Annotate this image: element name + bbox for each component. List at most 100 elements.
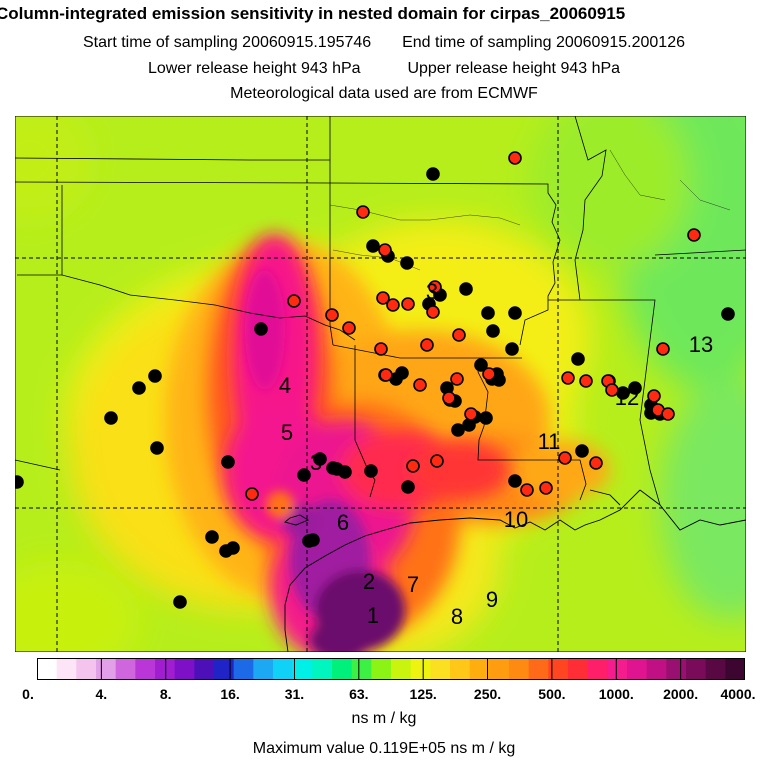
colorbar-swatch xyxy=(587,658,608,680)
red-site-marker xyxy=(386,298,400,312)
colorbar-swatch xyxy=(410,658,431,680)
colorbar-swatch xyxy=(646,658,667,680)
black-site-marker xyxy=(474,358,488,372)
upper-release-height: Upper release height 943 hPa xyxy=(407,60,621,77)
red-site-marker xyxy=(539,481,553,495)
trajectory-label: 9 xyxy=(486,587,498,612)
colorbar-swatch xyxy=(332,658,353,680)
red-site-marker xyxy=(379,368,393,382)
grid-lines xyxy=(15,116,746,652)
red-site-marker xyxy=(687,228,701,242)
colorbar-swatch xyxy=(627,658,648,680)
black-site-marker xyxy=(721,307,735,321)
field-core-band xyxy=(245,270,405,652)
colorbar-swatch xyxy=(96,658,117,680)
black-site-marker xyxy=(401,480,415,494)
colorbar-tick-label: 2000. xyxy=(663,686,699,702)
red-site-marker xyxy=(420,338,434,352)
black-site-marker xyxy=(104,411,118,425)
colorbar-swatch xyxy=(312,658,333,680)
black-site-marker xyxy=(575,444,589,458)
black-site-marker xyxy=(132,381,146,395)
colorbar-swatch xyxy=(155,658,176,680)
colorbar-tick-label: 16. xyxy=(220,686,240,702)
colorbar-swatch xyxy=(174,658,195,680)
start-time: Start time of sampling 20060915.195746 xyxy=(83,34,372,51)
trajectory-label: 6 xyxy=(337,510,349,535)
black-site-marker xyxy=(366,239,380,253)
red-site-marker xyxy=(428,280,442,294)
red-site-marker xyxy=(413,378,427,392)
black-site-marker xyxy=(173,595,187,609)
black-site-marker xyxy=(492,373,506,387)
black-site-marker xyxy=(486,324,500,338)
colorbar xyxy=(37,658,745,680)
red-site-marker xyxy=(342,321,356,335)
colorbar-swatch xyxy=(666,658,687,680)
colorbar-swatch xyxy=(214,658,235,680)
trajectory-label: 3 xyxy=(426,279,438,304)
black-site-marker xyxy=(297,468,311,482)
red-site-marker xyxy=(430,454,444,468)
colorbar-swatch xyxy=(56,658,77,680)
red-site-marker xyxy=(647,389,661,403)
black-site-marker xyxy=(508,306,522,320)
colorbar-swatch xyxy=(233,658,254,680)
red-site-marker xyxy=(450,372,464,386)
red-site-marker xyxy=(378,243,392,257)
colorbar-swatch xyxy=(76,658,97,680)
red-site-marker xyxy=(245,487,259,501)
colorbar-tick-label: 8. xyxy=(159,686,172,702)
colorbar-swatch xyxy=(37,658,58,680)
plot-title: Column-integrated emission sensitivity i… xyxy=(0,4,626,23)
colorbar-tick-label: 250. xyxy=(473,686,502,702)
red-site-marker xyxy=(656,342,670,356)
colorbar-swatch xyxy=(430,658,451,680)
black-site-marker xyxy=(481,306,495,320)
trajectory-label: 2 xyxy=(363,569,375,594)
colorbar-swatch xyxy=(607,658,628,680)
colorbar-swatch xyxy=(194,658,215,680)
colorbar-swatch xyxy=(135,658,156,680)
trajectory-label: 7 xyxy=(407,572,419,597)
colorbar-swatch xyxy=(115,658,136,680)
red-site-marker xyxy=(605,383,619,397)
colorbar-swatch xyxy=(509,658,530,680)
red-site-marker xyxy=(406,459,420,473)
colorbar-swatch xyxy=(391,658,412,680)
end-time: End time of sampling 20060915.200126 xyxy=(402,34,685,51)
colorbar-swatch xyxy=(351,658,372,680)
red-site-marker xyxy=(482,367,496,381)
red-site-marker xyxy=(464,407,478,421)
colorbar-swatch xyxy=(273,658,294,680)
red-site-markers xyxy=(245,151,701,501)
met-data-source: Meteorological data used are from ECMWF xyxy=(230,85,538,102)
colorbar-swatch xyxy=(253,658,274,680)
field-low-band xyxy=(15,116,746,652)
colorbar-swatch xyxy=(528,658,549,680)
trajectory-label: 12 xyxy=(615,385,639,410)
red-site-marker xyxy=(376,291,390,305)
black-site-marker xyxy=(364,464,378,478)
red-site-marker xyxy=(579,374,593,388)
colorbar-swatch xyxy=(686,658,707,680)
state-boundaries xyxy=(15,116,746,506)
red-site-marker xyxy=(561,371,575,385)
black-site-marker xyxy=(508,474,522,488)
red-site-marker xyxy=(558,451,572,465)
red-site-marker xyxy=(356,205,370,219)
trajectory-label: 4 xyxy=(279,373,291,398)
red-site-marker xyxy=(426,305,440,319)
red-site-marker xyxy=(401,297,415,311)
black-site-marker xyxy=(451,423,465,437)
colorbar-tick-label: 125. xyxy=(409,686,437,702)
black-site-marker xyxy=(459,282,473,296)
colorbar-swatch xyxy=(568,658,589,680)
colorbar-tick-label: 0. xyxy=(22,686,34,702)
black-site-marker xyxy=(400,256,414,270)
colorbar-swatch xyxy=(371,658,392,680)
red-site-marker xyxy=(442,391,456,405)
black-site-marker xyxy=(221,455,235,469)
sampling-times: Start time of sampling 20060915.195746 E… xyxy=(0,34,768,52)
